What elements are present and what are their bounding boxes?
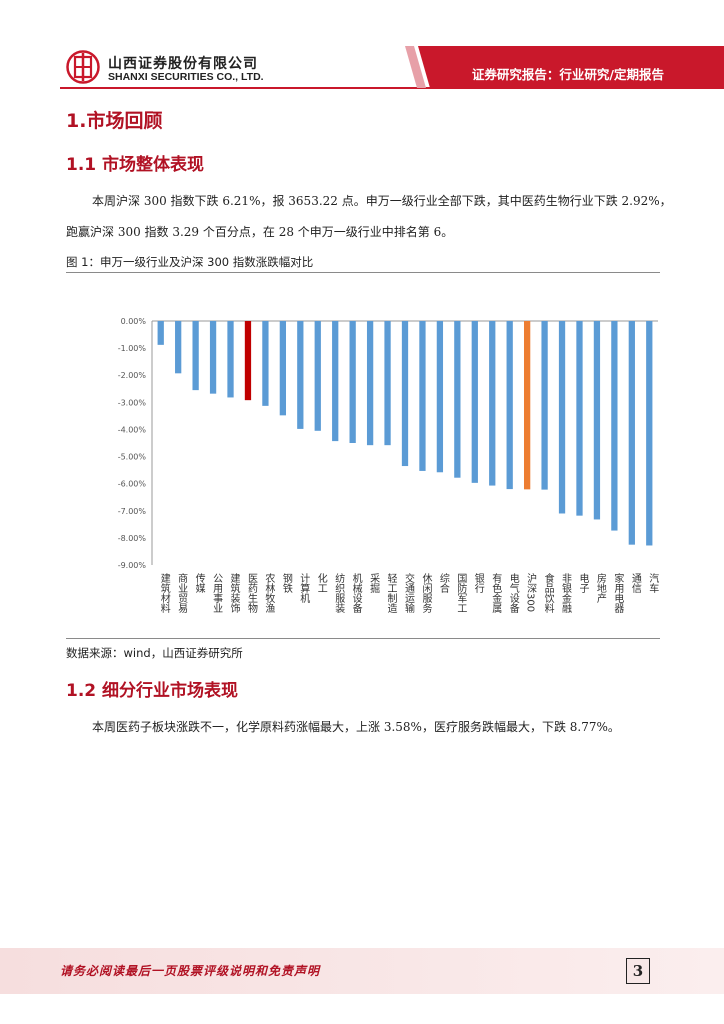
- page-header: 山西证券股份有限公司 SHANXI SECURITIES CO., LTD. 证…: [0, 0, 724, 95]
- footer-disclaimer: 请务必阅读最后一页股票评级说明和免责声明: [60, 964, 321, 978]
- bar: [227, 321, 234, 398]
- y-tick-label: -8.00%: [118, 534, 147, 543]
- x-category-label: 电气设备: [507, 572, 519, 614]
- bar: [209, 321, 217, 394]
- section-title-sub-industry: 1.2 细分行业市场表现: [66, 681, 239, 701]
- company-name-en: SHANXI SECURITIES CO., LTD.: [108, 71, 264, 83]
- x-category-label: 通信: [629, 573, 641, 594]
- report-type-label: 证券研究报告：行业研究/定期报告: [471, 67, 664, 82]
- bar: [436, 321, 444, 473]
- bar: [523, 321, 531, 490]
- y-tick-label: -5.00%: [118, 453, 147, 462]
- bar: [576, 321, 583, 516]
- company-logo-icon: [66, 50, 100, 84]
- industry-change-chart: 0.00% -1.00% -2.00% -3.00% -4.00% -5.00% -6.00…: [66, 275, 660, 637]
- y-tick-label: -7.00%: [118, 507, 147, 516]
- y-tick-label: -2.00%: [118, 371, 147, 380]
- x-category-label: 传媒: [193, 573, 205, 594]
- bar: [541, 321, 548, 490]
- paragraph-line: 本周沪深 300 指数下跌 6.21%，报 3653.22 点。申万一级行业全部…: [92, 194, 672, 208]
- x-category-label: 钢铁: [280, 572, 292, 594]
- x-category-label: 综合: [437, 572, 449, 594]
- page-number: 3: [626, 958, 650, 984]
- x-category-label: 休闲服务: [420, 573, 432, 614]
- bar: [454, 321, 461, 478]
- x-category-label: 纺织服装: [333, 572, 345, 614]
- x-category-label: 食品饮料: [542, 572, 554, 614]
- overall-market-paragraph: 本周沪深 300 指数下跌 6.21%，报 3653.22 点。申万一级行业全部…: [66, 186, 672, 248]
- x-category-label: 轻工制造: [385, 572, 397, 613]
- y-tick-label: -3.00%: [118, 398, 147, 407]
- company-name-cn: 山西证券股份有限公司: [108, 56, 258, 72]
- x-category-label: 银行: [472, 572, 484, 594]
- x-category-label: 建筑材料: [158, 572, 170, 614]
- x-category-label: 农林牧渔: [263, 572, 275, 614]
- section-title-overall-market: 1.1 市场整体表现: [66, 155, 205, 175]
- bar: [366, 321, 374, 446]
- x-category-label: 交通运输: [403, 572, 415, 614]
- x-category-label: 采掘: [368, 573, 380, 594]
- bar: [332, 321, 339, 442]
- x-category-label: 电子: [577, 572, 589, 593]
- paragraph-line: 本周医药子板块涨跌不一，化学原料药涨幅最大，上涨 3.58%，医疗服务跌幅最大，…: [92, 720, 620, 734]
- header-banner: [60, 46, 724, 89]
- figure-source: 数据来源：wind，山西证券研究所: [66, 646, 243, 660]
- bar: [401, 321, 409, 467]
- x-category-label: 公用事业: [211, 573, 223, 613]
- x-category-label: 计算机: [298, 572, 310, 604]
- bar: [384, 321, 391, 446]
- bar: [349, 321, 356, 443]
- x-category-label: 机械设备: [350, 572, 362, 614]
- bar: [628, 321, 635, 545]
- bar-chart-svg: 0.00% -1.00% -2.00% -3.00% -4.00% -5.00% -6.00…: [118, 317, 659, 614]
- x-category-label: 商业贸易: [176, 572, 188, 614]
- sub-industry-paragraph: 本周医药子板块涨跌不一，化学原料药涨幅最大，上涨 3.58%，医疗服务跌幅最大，…: [66, 712, 666, 743]
- bar: [192, 321, 199, 391]
- bar: [471, 321, 478, 483]
- x-category-label: 非银金融: [560, 573, 572, 614]
- y-tick-label: -9.00%: [118, 561, 147, 570]
- x-category-label: 有色金属: [490, 572, 502, 614]
- bar: [506, 321, 513, 490]
- bar: [244, 321, 252, 401]
- bar: [558, 321, 566, 514]
- x-category-label: 家用电器: [612, 572, 624, 614]
- bar: [611, 321, 618, 531]
- bar: [593, 321, 601, 520]
- x-category-label: 沪深300: [525, 572, 537, 612]
- x-category-label: 房地产: [594, 572, 606, 604]
- y-tick-label: -6.00%: [118, 480, 147, 489]
- y-tick-label: 0.00%: [121, 317, 147, 326]
- bar: [175, 321, 182, 374]
- footer-band: [0, 948, 724, 994]
- y-tick-label: -1.00%: [118, 344, 147, 353]
- bar: [646, 321, 653, 546]
- bar: [297, 321, 304, 429]
- x-category-label: 化工: [315, 572, 327, 593]
- paragraph-line: 跑赢沪深 300 指数 3.29 个百分点，在 28 个申万一级行业中排名第 6…: [66, 225, 454, 239]
- x-category-label: 汽车: [647, 572, 659, 594]
- bar: [262, 321, 269, 406]
- bar: [419, 321, 426, 471]
- figure-bottom-rule: [66, 638, 660, 639]
- bar: [489, 321, 496, 486]
- x-category-label: 医药生物: [245, 573, 257, 614]
- bar: [157, 321, 164, 345]
- section-title-market-review: 1.市场回顾: [66, 110, 163, 132]
- x-category-label: 建筑装饰: [228, 572, 240, 614]
- figure-top-rule: [66, 272, 660, 273]
- bar: [314, 321, 321, 431]
- figure-title: 图 1：申万一级行业及沪深 300 指数涨跌幅对比: [66, 255, 314, 269]
- bar: [279, 321, 287, 416]
- y-tick-label: -4.00%: [118, 425, 147, 434]
- x-category-label: 国防军工: [455, 573, 467, 613]
